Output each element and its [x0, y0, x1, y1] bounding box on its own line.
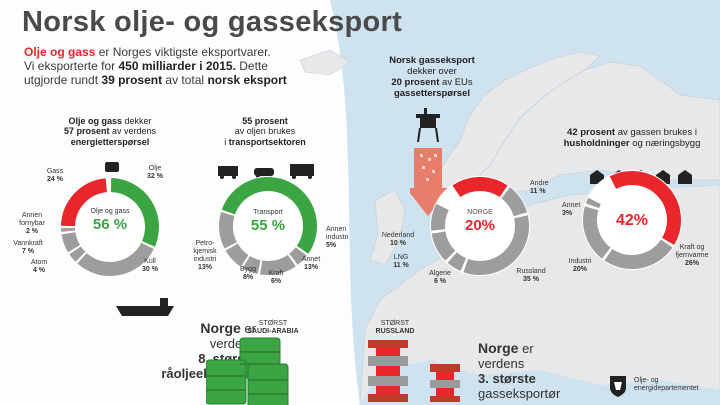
- chart3-label-nederland: Nederland 10 %: [381, 232, 415, 248]
- chart4-donut: 42%: [582, 170, 682, 270]
- chart1-segment-vannkraft: [61, 231, 81, 253]
- chart3-label-andre: Andre 11 %: [530, 180, 549, 196]
- chart1-label-fornybar: Annen fornybar 2 %: [19, 212, 45, 236]
- chart1-label-kull: Kull 30 %: [142, 258, 158, 274]
- russia-heading: STØRST RUSSLAND: [375, 320, 415, 336]
- gas-eu-note: Norsk gasseksport dekker over 20 prosent…: [389, 55, 475, 99]
- chart1-label-gass: Gass 24 %: [46, 168, 64, 184]
- oil-barrel-icon: [105, 162, 119, 172]
- gas-pipes-icon: [368, 340, 460, 402]
- coat-of-arms-icon: [610, 376, 626, 397]
- vehicles-icon: [218, 164, 314, 179]
- gas-exporter-text: Norge er verdens 3. største gasseksportø…: [478, 340, 561, 401]
- chart3-label-russland: Russland 35 %: [516, 268, 546, 284]
- chart1-segment-kull: [77, 242, 154, 276]
- chart1-label-vannkraft: Vannkraft 7 %: [13, 240, 43, 256]
- chart1-heading: Olje og gass dekker 57 prosent av verden…: [63, 116, 157, 147]
- britain-land: [369, 189, 406, 266]
- chart2-center-label: Transport: [253, 209, 283, 216]
- chart3-segment-andre: [501, 187, 528, 217]
- chart1-segment-gass: [61, 178, 108, 227]
- chart4-segment-industri: [583, 206, 611, 259]
- chart4-heading: 42 prosent av gassen brukes i husholdnin…: [563, 127, 701, 149]
- chart1-label-olje: Olje 32 %: [147, 165, 163, 181]
- chart4-label-industri: Industri 20%: [568, 258, 592, 274]
- page-title: Norsk olje- og gasseksport: [22, 6, 403, 38]
- chart3-segment-russland: [463, 215, 529, 275]
- oil-barrels-icon: [206, 337, 289, 405]
- chart3-label-lng: LNG 11 %: [393, 254, 409, 270]
- chart3-label-algerie: Algerie 6 %: [429, 270, 451, 286]
- chart2-heading: 55 prosent av oljen brukes i transportse…: [224, 116, 306, 147]
- chart4-label-annet: Annet 3%: [562, 202, 581, 218]
- chart2-segment-bygg: [225, 243, 249, 267]
- chart1-center-label: Olje og gass: [91, 208, 130, 215]
- chart2-segment-petrokjemisk: [219, 212, 238, 249]
- chart1-center-value: 56 %: [93, 216, 127, 233]
- chart3-center-value: 20%: [465, 217, 495, 234]
- chart2-label-kraft: Kraft 6%: [268, 270, 284, 286]
- chart2-label-bygg: Bygg 8%: [240, 266, 256, 282]
- ministry-name: Olje- og energidepartementet: [634, 377, 699, 393]
- chart3-donut: NORGE 20%: [430, 176, 530, 276]
- chart4-label-kraft: Kraft og fjernvarme 26%: [675, 244, 709, 268]
- chart2-label-annen-industri: Annen industri 5%: [326, 226, 349, 250]
- chart2-donut: Transport 55 %: [218, 176, 318, 276]
- chart3-segment-nederland: [431, 203, 449, 231]
- chart3-segment-lng: [431, 231, 456, 261]
- chart3-segment-algerie: [447, 252, 467, 271]
- chart1-label-atom: Atom 4 %: [30, 259, 48, 275]
- chart1-segment-olje: [110, 178, 159, 247]
- tanker-ship-icon: [116, 298, 174, 316]
- intro-text: Olje og gass er Norges viktigste eksport…: [24, 45, 287, 87]
- chart2-label-annet: Annet 13%: [301, 256, 321, 272]
- chart3-center-label: NORGE: [467, 209, 493, 216]
- chart4-segment-kraft: [604, 239, 673, 269]
- chart2-segment-annen-industri: [289, 247, 307, 265]
- chart2-segment-kraft: [242, 255, 261, 274]
- chart4-center-value: 42%: [616, 212, 648, 229]
- chart1-donut: Olje og gass 56 %: [60, 177, 160, 277]
- chart2-segment-annet: [260, 254, 296, 275]
- chart4-segment-husholdninger: [609, 171, 681, 245]
- chart1-segment-atom: [69, 246, 86, 262]
- chart2-segment-transport: [221, 177, 317, 254]
- chart4-segment-annet: [585, 197, 601, 209]
- chart2-label-petrokjemisk: Petro-kjemisk industri 13%: [193, 240, 217, 272]
- sweden-finland-land: [469, 61, 720, 196]
- chart3-segment-norge: [452, 177, 508, 198]
- saudi-heading: STØRST SAUDI-ARABIA: [247, 320, 299, 336]
- chart2-center-value: 55 %: [251, 217, 285, 234]
